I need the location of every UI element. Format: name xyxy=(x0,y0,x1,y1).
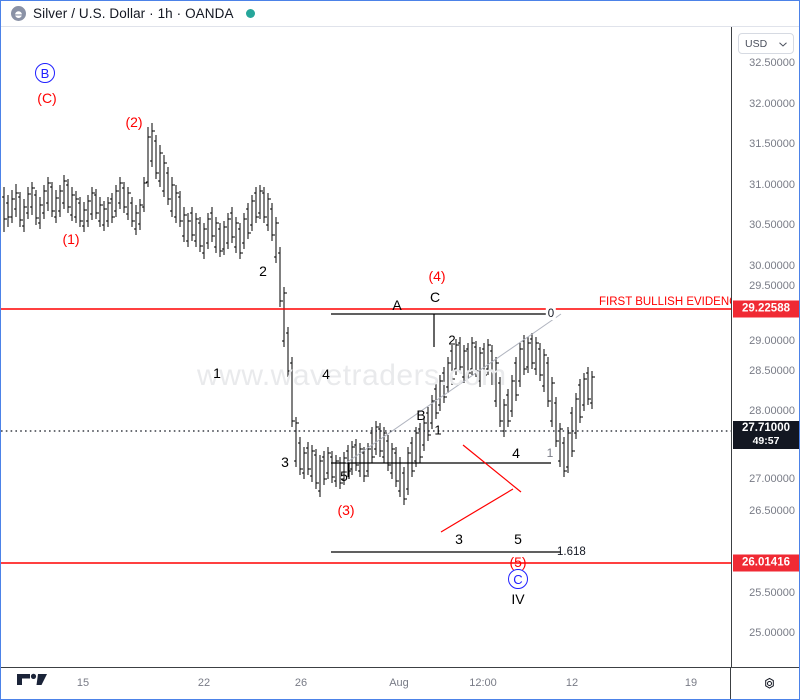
price-tick-25.00000: 25.00000 xyxy=(749,627,795,639)
wave-label-3-paren: (3) xyxy=(337,502,355,518)
wave-label-5-a: 5 xyxy=(340,468,348,484)
wave-label-1-paren: (1) xyxy=(62,231,80,247)
fib-zero-note: 0 xyxy=(545,308,557,320)
price-axis[interactable]: USD 32.50000 32.00000 31.50000 31.00000 30.5… xyxy=(731,27,799,667)
axis-divider xyxy=(730,668,731,699)
price-tick-26.50000: 26.50000 xyxy=(749,505,795,517)
time-tick-15: 15 xyxy=(76,677,90,689)
wave-label-5-paren: (5) xyxy=(509,554,527,570)
chevron-down-icon xyxy=(779,38,787,50)
wave-label-2-a: 2 xyxy=(259,263,267,279)
diagonal-channel-trendline xyxy=(345,313,562,464)
price-tick-28.50000: 28.50000 xyxy=(749,365,795,377)
wave-label-iv: IV xyxy=(511,591,525,607)
wave-label-a: A xyxy=(392,297,402,313)
price-tick-30.50000: 30.50000 xyxy=(749,219,795,231)
wave-label-5-b: 5 xyxy=(514,531,522,547)
time-tick-19: 19 xyxy=(684,677,698,689)
wave-label-3-a: 3 xyxy=(281,454,289,470)
wave-label-circled-b: B xyxy=(35,63,55,83)
site-watermark: www.wavetraders.com xyxy=(197,359,507,392)
price-tick-31.50000: 31.50000 xyxy=(749,138,795,150)
last-price-tag[interactable]: 27.71000 49:57 xyxy=(733,421,799,449)
last-price-value: 27.71000 xyxy=(742,422,790,434)
wave-label-4-a: 4 xyxy=(322,366,330,382)
first-bullish-evidence-price-tag[interactable]: 29.22588 xyxy=(733,300,799,318)
wedge-upper-trendline xyxy=(462,444,522,493)
tradingview-logo[interactable] xyxy=(17,668,53,691)
target-price-tag[interactable]: 26.01416 xyxy=(733,554,799,572)
wave-label-1-b: 1 xyxy=(434,422,442,438)
chart-plot-area[interactable]: www.wavetraders.com xyxy=(1,27,733,667)
first-bullish-evidence-note: FIRST BULLISH EVIDENCE xyxy=(599,296,733,308)
wave-label-c: C xyxy=(429,289,441,305)
price-tick-27.00000: 27.00000 xyxy=(749,473,795,485)
silver-coin-icon xyxy=(11,6,26,21)
wave-label-c-paren: (C) xyxy=(37,90,57,106)
wave-label-circled-c: C xyxy=(508,569,528,589)
price-tick-30.00000: 30.00000 xyxy=(749,260,795,272)
wave-label-b: B xyxy=(416,407,426,423)
live-status-dot xyxy=(245,9,255,18)
time-axis[interactable]: 15 22 26 Aug 12:00 12 19 xyxy=(1,667,799,699)
wave-label-3-b: 3 xyxy=(455,531,463,547)
price-series-svg xyxy=(1,123,733,564)
price-tick-32.50000: 32.50000 xyxy=(749,57,795,69)
chart-header: Silver / U.S. Dollar · 1h · OANDA xyxy=(1,1,799,27)
currency-select[interactable]: USD xyxy=(738,33,794,54)
time-tick-1200: 12:00 xyxy=(469,677,497,689)
wave-label-4-b: 4 xyxy=(512,445,520,461)
price-tick-25.50000: 25.50000 xyxy=(749,587,795,599)
ohlc-bar-series xyxy=(2,123,595,505)
currency-label: USD xyxy=(745,37,768,50)
time-tick-Aug: Aug xyxy=(389,677,409,689)
fib-1618-note: 1.618 xyxy=(557,546,586,558)
price-tick-32.00000: 32.00000 xyxy=(749,98,795,110)
price-tick-31.00000: 31.00000 xyxy=(749,179,795,191)
wave-label-1-a: 1 xyxy=(213,365,221,381)
wave-label-2-paren: (2) xyxy=(125,114,143,130)
wave-label-1-c: 1 xyxy=(546,446,554,460)
wave-label-2-b: 2 xyxy=(448,332,456,348)
price-tick-29.00000: 29.00000 xyxy=(749,335,795,347)
price-tick-29.50000: 29.50000 xyxy=(749,280,795,292)
gear-icon[interactable] xyxy=(762,676,777,691)
price-tick-28.00000: 28.00000 xyxy=(749,405,795,417)
symbol-title[interactable]: Silver / U.S. Dollar · 1h · OANDA xyxy=(33,6,234,21)
wedge-lower-trendline xyxy=(440,488,514,533)
bar-countdown: 49:57 xyxy=(752,435,780,447)
ohlc-bar-series-right xyxy=(94,227,99,262)
time-tick-22: 22 xyxy=(197,677,211,689)
wave-label-4-paren: (4) xyxy=(428,268,446,284)
time-tick-12: 12 xyxy=(565,677,579,689)
time-tick-26: 26 xyxy=(294,677,308,689)
